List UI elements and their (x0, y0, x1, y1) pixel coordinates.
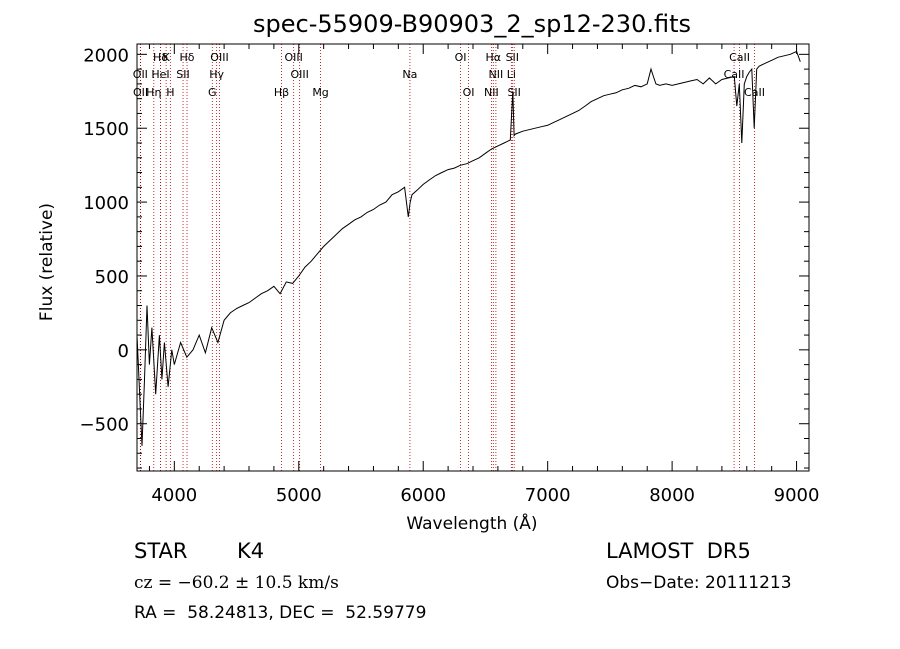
y-axis-label: Flux (relative) (37, 203, 57, 321)
spectrum-series (136, 50, 801, 446)
x-axis-label: Wavelength (Å) (406, 512, 537, 534)
line-label: Na (402, 68, 417, 81)
line-label: CaII (729, 51, 750, 64)
coordinates-readout: RA = 58.24813, DEC = 52.59779 (134, 603, 427, 623)
line-label: CaII (744, 86, 765, 99)
line-label: Hη (146, 86, 161, 99)
line-label: OIII (210, 51, 228, 64)
line-label: HeI (151, 68, 169, 81)
plot-frame (136, 43, 810, 472)
velocity-readout: cz = −60.2 ± 10.5 km/s (134, 573, 339, 593)
line-label: SII (506, 51, 519, 64)
object-class: STAR (134, 539, 188, 563)
line-label: K (163, 51, 171, 64)
x-tick-label: 6000 (400, 485, 446, 506)
y-axis: −500 0 500 1000 1500 2000 (80, 45, 809, 469)
line-label: OI (463, 86, 475, 99)
line-label: Li (507, 68, 516, 81)
spectrum-line (136, 50, 801, 446)
x-tick-label: 9000 (774, 485, 820, 506)
line-label: OI (455, 51, 467, 64)
y-tick-label: −500 (80, 415, 129, 436)
line-label: Hγ (209, 68, 224, 81)
line-label: OIII (284, 51, 302, 64)
line-label: OIII (290, 68, 308, 81)
x-tick-label: 4000 (151, 485, 197, 506)
y-tick-label: 500 (95, 267, 129, 288)
y-tick-label: 2000 (83, 45, 129, 66)
line-label: NII (484, 86, 499, 99)
x-tick-label: 8000 (649, 485, 695, 506)
line-label: NII (489, 68, 504, 81)
x-tick-label: 5000 (276, 485, 322, 506)
y-tick-label: 1500 (83, 119, 129, 140)
x-tick-label: 7000 (525, 485, 571, 506)
line-label: G (208, 86, 217, 99)
line-label: OII (133, 68, 148, 81)
object-subclass: K4 (237, 539, 265, 563)
line-label: Hα (486, 51, 502, 64)
line-label: Hδ (180, 51, 195, 64)
x-axis: 4000 5000 6000 7000 8000 9000 (148, 44, 820, 506)
line-label: Mg (312, 86, 328, 99)
chart-title: spec-55909-B90903_2_sp12-230.fits (253, 10, 691, 38)
line-label: SII (507, 86, 520, 99)
y-tick-label: 1000 (83, 193, 129, 214)
line-markers (139, 44, 755, 471)
observation-date: Obs−Date: 20111213 (606, 573, 792, 593)
line-label: H (166, 86, 174, 99)
survey-name: LAMOST DR5 (606, 539, 751, 563)
line-label: SII (176, 68, 189, 81)
line-label: Hβ (274, 86, 289, 99)
y-tick-label: 0 (118, 341, 129, 362)
line-label: Hδ (153, 51, 168, 64)
